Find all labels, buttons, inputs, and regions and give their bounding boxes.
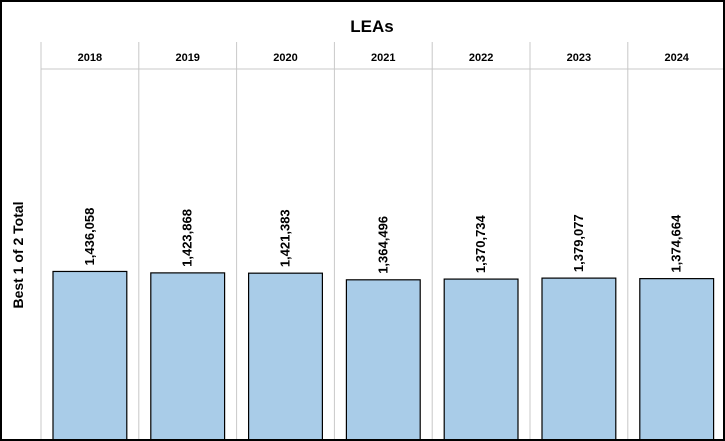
value-label: 1,436,058	[82, 208, 97, 266]
category-headers: 2018 2019 2020 2021 2022 2023 2024	[78, 52, 690, 64]
bar	[443, 278, 519, 439]
category-label: 2018	[78, 52, 102, 64]
column-separators	[40, 42, 723, 439]
category-label: 2020	[273, 52, 297, 64]
bar	[345, 279, 421, 439]
bar	[52, 270, 128, 439]
category-label: 2024	[664, 52, 689, 64]
value-label: 1,370,734	[473, 214, 488, 273]
category-label: 2023	[567, 52, 591, 64]
category-label: 2021	[371, 52, 395, 64]
category-label: 2022	[469, 52, 493, 64]
bar	[541, 277, 617, 439]
bar	[248, 272, 324, 439]
bars	[52, 270, 715, 439]
value-label: 1,374,664	[669, 214, 684, 273]
y-axis-label: Best 1 of 2 Total	[10, 201, 26, 308]
value-label: 1,423,868	[180, 209, 195, 267]
category-label: 2019	[175, 52, 199, 64]
bar	[639, 278, 715, 439]
value-labels: 1,436,058 1,423,868 1,421,383 1,364,496 1,37…	[82, 208, 684, 274]
value-label: 1,379,077	[571, 214, 586, 272]
value-label: 1,421,383	[278, 209, 293, 267]
chart-title: LEAs	[350, 17, 393, 36]
bar	[150, 272, 226, 439]
value-label: 1,364,496	[375, 216, 390, 274]
